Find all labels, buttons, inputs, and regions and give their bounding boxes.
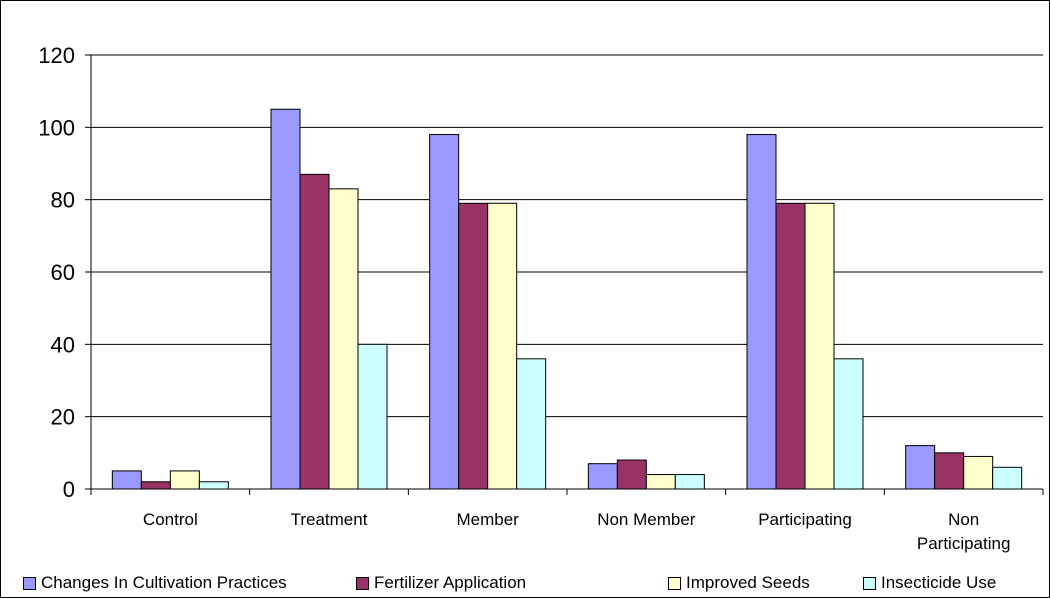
legend-swatch xyxy=(668,576,681,590)
bar-4-4 xyxy=(674,474,705,490)
y-tick-label: 80 xyxy=(51,188,75,213)
bar-4-3 xyxy=(516,358,547,490)
bar-1-2 xyxy=(270,108,301,490)
gridlines xyxy=(91,54,1043,418)
y-tick-label: 100 xyxy=(38,115,75,140)
bar-1-5 xyxy=(746,134,777,490)
bar-2-1 xyxy=(140,481,171,490)
bar-4-5 xyxy=(833,358,864,490)
y-tick-label: 20 xyxy=(51,405,75,430)
bar-3-2 xyxy=(328,188,359,490)
y-tick-label: 120 xyxy=(38,43,75,68)
y-tick-label: 60 xyxy=(51,260,75,285)
legend: Changes In Cultivation Practices Fertiliz… xyxy=(1,568,1049,598)
bar-2-6 xyxy=(934,452,965,490)
x-tick-label: Participating xyxy=(758,510,852,529)
bar-1-4 xyxy=(587,463,618,490)
bar-3-1 xyxy=(169,470,200,490)
bar-2-2 xyxy=(299,173,330,490)
bar-3-4 xyxy=(645,474,676,490)
legend-item: Fertilizer Application xyxy=(356,572,526,594)
legend-item: Changes In Cultivation Practices xyxy=(23,572,287,594)
x-tick-label: Non Member xyxy=(597,510,696,529)
axes: 0 20 40 60 80 100 120 Control Treatment Member Non… xyxy=(38,43,1044,553)
bar-4-2 xyxy=(357,343,388,490)
legend-swatch xyxy=(356,576,369,590)
legend-label: Fertilizer Application xyxy=(374,573,527,592)
x-tick-label: Non Participating xyxy=(917,510,1011,553)
legend-swatch xyxy=(863,576,876,590)
x-tick-label: Control xyxy=(143,510,198,529)
bar-2-5 xyxy=(775,202,806,490)
legend-item: Improved Seeds xyxy=(668,572,810,594)
legend-label: Improved Seeds xyxy=(686,573,810,592)
bar-1-6 xyxy=(905,445,936,490)
x-tick-label: Treatment xyxy=(291,510,368,529)
bar-4-6 xyxy=(992,466,1023,490)
legend-label: Insecticide Use xyxy=(881,573,997,592)
bar-3-3 xyxy=(487,202,518,490)
bar-3-5 xyxy=(804,202,835,490)
bar-4-1 xyxy=(198,481,229,490)
legend-label: Changes In Cultivation Practices xyxy=(41,573,287,592)
bar-3-6 xyxy=(963,455,994,490)
y-tick-label: 40 xyxy=(51,332,75,357)
legend-item: Insecticide Use xyxy=(863,572,996,594)
x-tick-label: Member xyxy=(456,510,519,529)
bar-1-3 xyxy=(429,134,460,490)
legend-swatch xyxy=(23,576,36,590)
bar-1-1 xyxy=(111,470,142,490)
y-tick-label: 0 xyxy=(63,477,75,502)
bars xyxy=(111,108,1023,490)
bar-2-4 xyxy=(616,459,647,490)
bar-2-3 xyxy=(458,202,489,490)
